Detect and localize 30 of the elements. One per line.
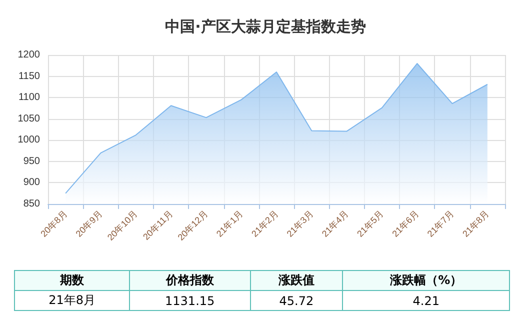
x-tick-label: 21年3月 — [284, 208, 316, 239]
x-tick-label: 20年8月 — [38, 208, 70, 239]
text: 涨跌幅（%） — [342, 270, 510, 290]
y-tick-label: 1200 — [18, 50, 40, 60]
x-tick-label: 21年6月 — [390, 208, 421, 239]
text: 4.21 — [342, 290, 510, 310]
x-tick-label: 20年9月 — [74, 208, 104, 239]
y-tick-label: 1000 — [18, 134, 40, 146]
x-tick-label: 20年11月 — [141, 208, 175, 242]
x-tick-label: 21年8月 — [460, 208, 491, 239]
x-tick-label: 21年5月 — [355, 208, 386, 239]
y-tick-label: 1100 — [18, 92, 40, 104]
text: 1131.15 — [130, 290, 250, 310]
y-tick-label: 950 — [23, 156, 40, 167]
y-tick-label: 1150 — [18, 70, 40, 82]
y-tick-label: 1050 — [18, 113, 40, 124]
y-tick-label: 900 — [23, 177, 40, 188]
text: 45.72 — [250, 290, 343, 310]
text: 涨跌值 — [250, 270, 343, 290]
x-tick-label: 21年2月 — [250, 208, 280, 239]
x-tick-label: 21年1月 — [214, 208, 245, 239]
text: 价格指数 — [130, 270, 250, 290]
x-tick-label: 21年4月 — [320, 208, 350, 239]
text: 期数 — [14, 270, 130, 290]
x-tick-label: 20年12月 — [176, 208, 210, 242]
text: 21年8月 — [14, 290, 130, 310]
chart-title: 中国·产区大蒜月定基指数走势 — [165, 18, 366, 36]
x-tick-label: 20年10月 — [105, 208, 140, 242]
y-tick-label: 850 — [23, 198, 40, 210]
x-tick-label: 21年7月 — [425, 208, 456, 239]
